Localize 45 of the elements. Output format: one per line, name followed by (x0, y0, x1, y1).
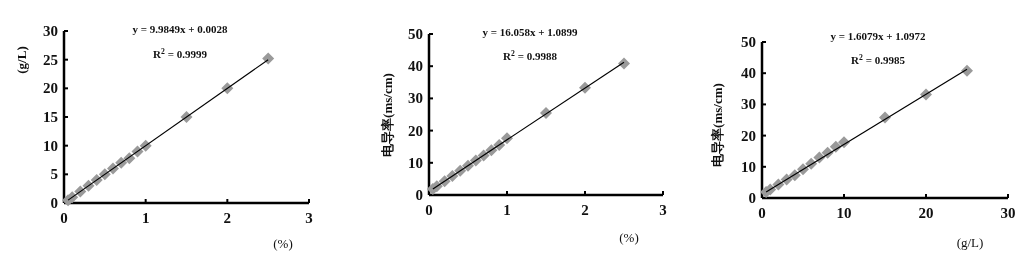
annotation: R$^{2}$ = 0.9985 (851, 52, 906, 66)
y-tick-label: 40 (408, 58, 423, 75)
y-tick-label: 10 (408, 154, 423, 171)
y-tick-label: 10 (43, 137, 58, 154)
annotation: y = 1.6079x + 1.0972 (830, 30, 927, 42)
y-tick-label: 0 (748, 190, 756, 206)
y-tick-label: 30 (43, 23, 58, 39)
x-axis-title: (%) (273, 236, 293, 251)
annotation: R$^{2}$ = 0.9988 (503, 48, 558, 62)
x-tick-label: 30 (1000, 205, 1016, 221)
x-tick-label: 0 (425, 202, 433, 218)
y-tick-label: 30 (408, 90, 423, 107)
x-tick-label: 1 (503, 202, 511, 218)
x-tick-label: 10 (836, 205, 852, 221)
point (262, 52, 275, 65)
y-axis-title: 电导率(ms/cm) (380, 73, 395, 157)
y-tick-label: 5 (50, 166, 58, 183)
x-axis-title: (%) (619, 230, 639, 245)
point (618, 57, 630, 70)
x-axis-title: (g/L) (956, 235, 984, 250)
y-tick-label: 20 (408, 122, 423, 139)
y-tick-label: 30 (741, 96, 756, 113)
x-tick-label: 3 (305, 210, 313, 226)
point (961, 64, 973, 77)
x-tick-label: 3 (659, 202, 667, 218)
y-tick-label: 40 (741, 65, 756, 82)
y-axis-title: (g/L) (14, 46, 29, 74)
annotation: y = 16.058x + 1.0899 (482, 26, 579, 38)
y-axis-title: 电导率(ms/cm) (710, 83, 725, 167)
x-tick-label: 0 (60, 210, 68, 226)
y-tick-label: 50 (741, 34, 756, 50)
y-tick-label: 10 (741, 158, 756, 175)
y-tick-label: 0 (415, 187, 423, 203)
x-tick-label: 20 (918, 205, 934, 221)
x-tick-label: 1 (141, 210, 150, 226)
y-tick-label: 20 (43, 80, 58, 97)
annotation: R$^{2}$ = 0.9999 (153, 46, 208, 60)
x-tick-label: 2 (223, 210, 232, 226)
y-tick-label: 15 (43, 109, 58, 125)
y-tick-label: 25 (43, 51, 58, 68)
annotation: y = 9.9849x + 0.0028 (132, 23, 229, 35)
y-tick-label: 50 (408, 26, 423, 42)
x-tick-label: 0 (758, 205, 766, 221)
x-tick-label: 2 (581, 202, 589, 218)
y-tick-label: 20 (741, 127, 756, 144)
